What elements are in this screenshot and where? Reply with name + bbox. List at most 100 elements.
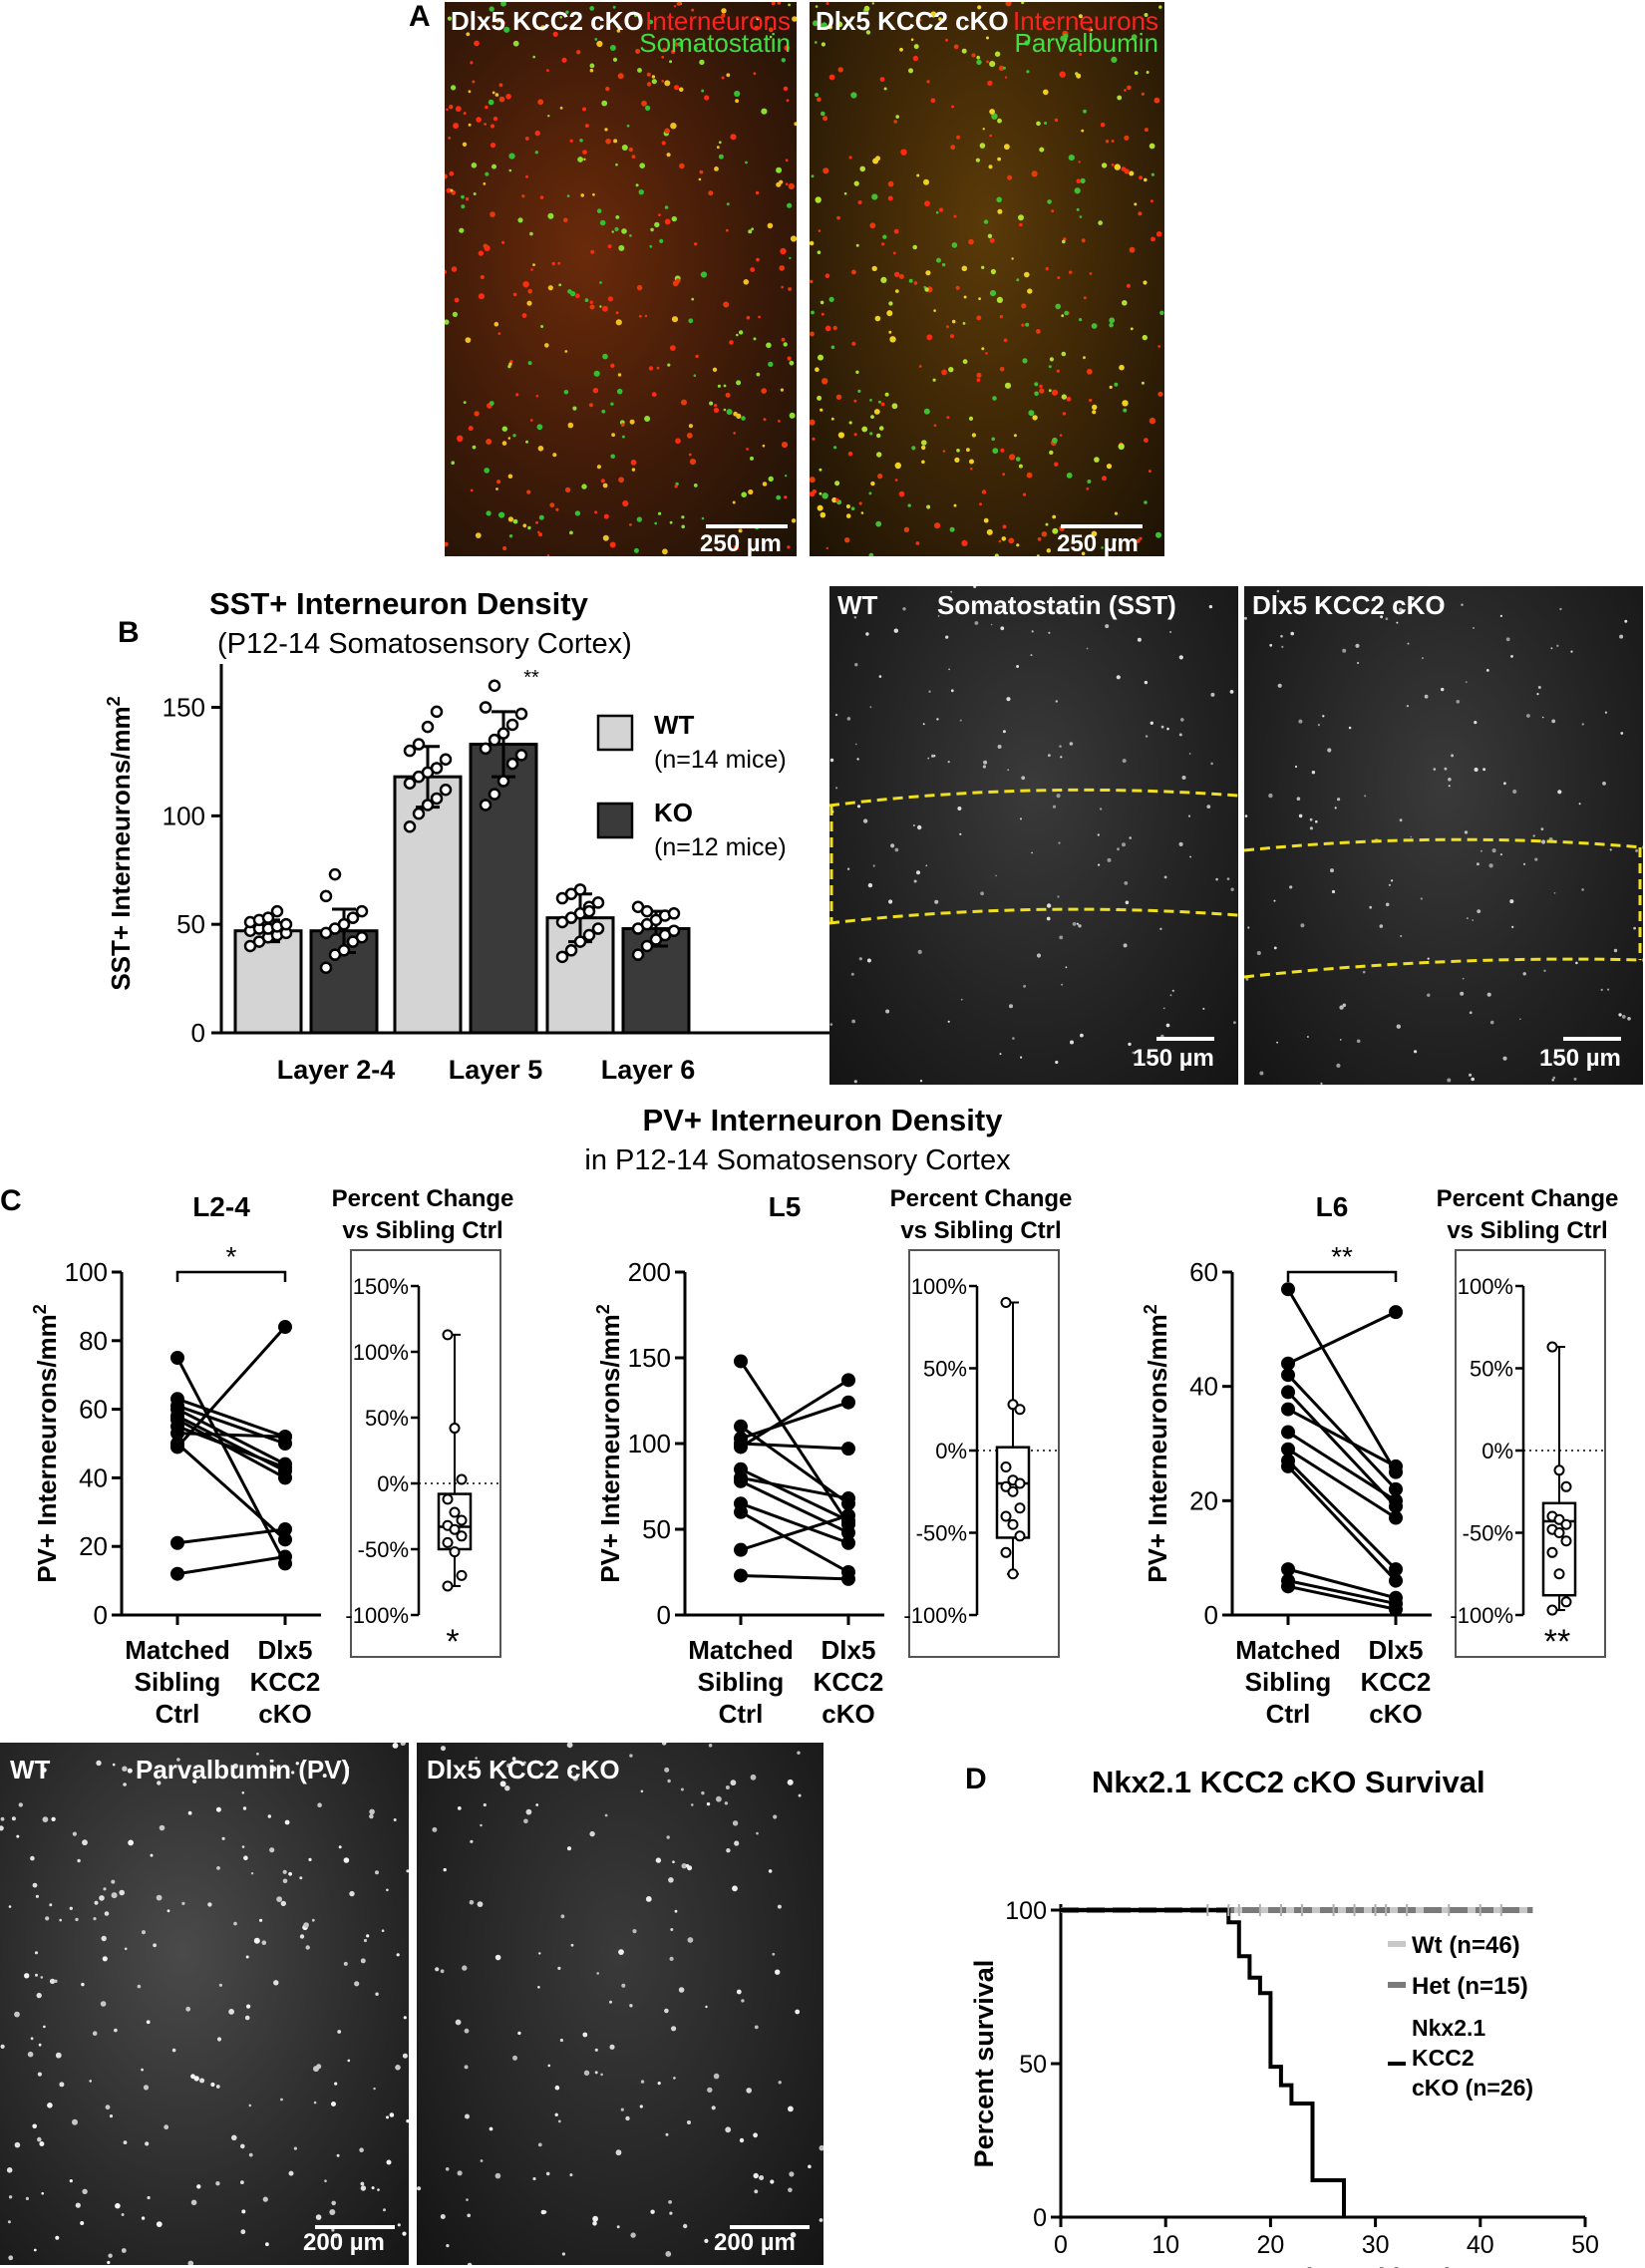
cell	[1052, 805, 1057, 809]
cell	[72, 1831, 77, 1836]
cell	[1004, 382, 1012, 389]
cell	[979, 502, 982, 506]
cell	[951, 105, 955, 109]
data-point	[456, 1473, 468, 1485]
cell	[33, 2248, 37, 2252]
cell	[1144, 177, 1148, 182]
cell	[1509, 899, 1514, 904]
cell	[1129, 836, 1132, 839]
cell	[1604, 711, 1608, 714]
data-point	[421, 799, 435, 811]
cell	[470, 61, 474, 65]
cell	[850, 506, 855, 510]
cell	[871, 265, 877, 272]
cell	[570, 291, 576, 297]
cell	[1541, 716, 1544, 719]
cell	[670, 345, 676, 351]
cell	[788, 3, 791, 7]
cell	[997, 118, 1002, 124]
cell	[402, 2231, 407, 2236]
cell	[600, 479, 605, 484]
cell	[615, 162, 618, 166]
cell	[746, 315, 751, 320]
cell	[938, 17, 942, 21]
data-point	[591, 922, 605, 935]
data-point	[278, 1549, 292, 1564]
cell	[1026, 70, 1030, 74]
cell	[555, 507, 559, 511]
cell	[890, 843, 895, 848]
cell	[445, 541, 449, 547]
data-point	[841, 1535, 855, 1550]
cell	[1123, 408, 1128, 413]
cell	[599, 281, 602, 284]
data-point	[278, 1532, 292, 1547]
scale-bar-label: 200 µm	[303, 2229, 385, 2256]
cell	[750, 456, 754, 461]
cell	[295, 1762, 299, 1766]
cell	[1414, 1050, 1418, 1054]
cell	[574, 293, 580, 299]
cell	[1553, 892, 1556, 894]
cell	[1066, 473, 1073, 479]
legend-name: KO	[654, 798, 693, 827]
cell	[1003, 338, 1008, 343]
data-point	[1560, 1535, 1572, 1547]
cell	[1339, 1039, 1342, 1041]
cell	[1031, 851, 1033, 854]
cell	[723, 408, 727, 412]
cell	[1109, 385, 1113, 389]
data-point	[514, 749, 528, 762]
cell	[468, 426, 474, 432]
data-point	[319, 961, 333, 974]
cell	[1499, 614, 1502, 617]
cell	[1039, 384, 1043, 389]
paired-line	[176, 1555, 286, 1576]
cell	[1334, 807, 1337, 810]
y-tick-label: 60	[1189, 1257, 1218, 1287]
cell	[778, 2081, 782, 2085]
cell	[706, 1801, 711, 1806]
cell	[293, 2146, 297, 2150]
cell	[303, 1922, 309, 1928]
cell	[540, 325, 544, 328]
cell	[661, 80, 664, 83]
cell	[82, 1839, 88, 1846]
cell	[701, 89, 705, 93]
cell	[758, 315, 761, 319]
cell	[912, 55, 919, 62]
cell	[1543, 969, 1546, 972]
cell	[661, 55, 665, 59]
cell	[565, 10, 569, 14]
cell	[869, 432, 873, 436]
scale-bar-label: 150 µm	[1539, 1045, 1621, 1072]
cell	[650, 2209, 655, 2214]
cell	[156, 1894, 163, 1901]
cell	[617, 373, 622, 377]
cell	[885, 1009, 890, 1014]
cell	[1076, 73, 1082, 79]
cell	[100, 2001, 107, 2007]
cell	[739, 2137, 745, 2143]
cell	[1145, 735, 1149, 738]
cell	[471, 162, 478, 168]
channel-label-interneurons: Interneurons	[1013, 6, 1158, 36]
cell	[93, 1917, 97, 1921]
data-point	[1389, 1510, 1403, 1525]
cell	[883, 87, 887, 91]
cell	[395, 2065, 401, 2071]
cell	[1581, 723, 1584, 726]
cell	[1153, 97, 1160, 104]
cell	[40, 1976, 44, 1979]
cell	[900, 149, 907, 156]
cell	[1143, 280, 1148, 285]
data-point	[667, 907, 681, 920]
cell	[783, 342, 788, 347]
cell	[453, 123, 460, 130]
cell	[926, 334, 933, 341]
cell	[588, 403, 593, 408]
cell	[846, 717, 851, 721]
cell	[753, 337, 757, 341]
cell	[1122, 300, 1128, 306]
cell	[820, 511, 826, 518]
